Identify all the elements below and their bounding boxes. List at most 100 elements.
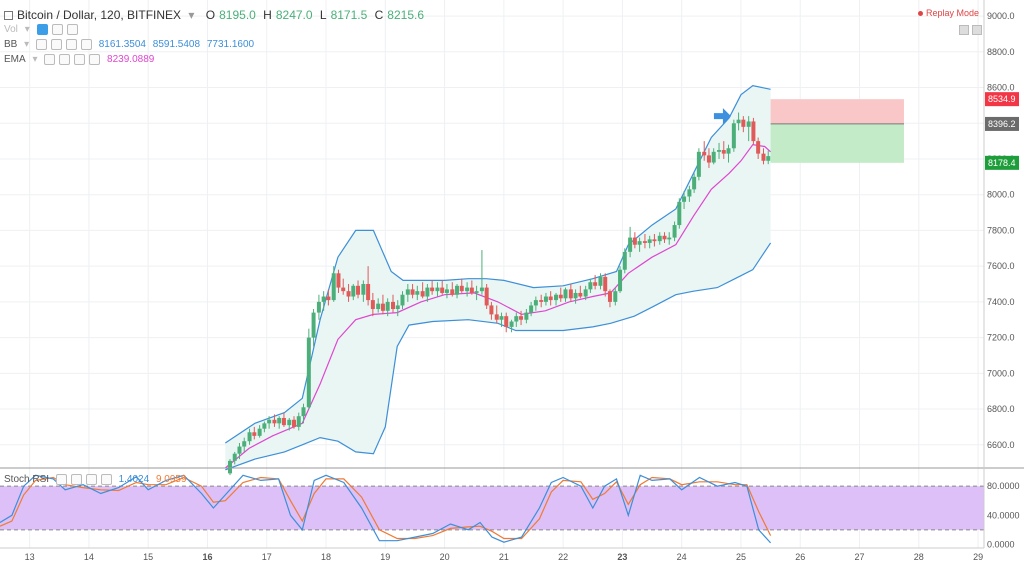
settings-icon[interactable] [59, 54, 71, 65]
stoch-band [0, 486, 984, 530]
candle-body [484, 287, 489, 306]
add-icon[interactable] [65, 39, 77, 50]
candle-body [391, 301, 396, 310]
dropdown-icon[interactable]: ▾ [188, 8, 195, 22]
candle-body [440, 287, 445, 293]
close-icon[interactable] [66, 24, 78, 35]
close-icon[interactable] [100, 474, 112, 485]
price-tick-label: 6600.0 [987, 440, 1015, 450]
eye-icon[interactable] [44, 54, 56, 65]
candle-body [524, 312, 529, 320]
eye-icon[interactable] [36, 24, 48, 35]
dropdown-icon[interactable]: ▾ [32, 54, 38, 66]
candle-body [717, 150, 722, 152]
bb-lower-line [225, 242, 772, 471]
replay-controls[interactable] [956, 22, 982, 40]
price-tick-label: 9000.0 [987, 11, 1015, 21]
stoch-tick-label: 80.0000 [987, 481, 1020, 491]
candle-body [331, 273, 336, 301]
arrow-icon [713, 108, 731, 125]
candle-body [479, 287, 484, 292]
candle-body [257, 428, 262, 436]
record-icon [917, 11, 923, 17]
candle-body [598, 276, 603, 286]
target-price-tag-bg [985, 155, 1019, 170]
time-tick-label: 16 [202, 552, 212, 562]
bb-area [225, 85, 771, 470]
entry-price-tag: 8396.2 [988, 119, 1016, 129]
candle-body [281, 417, 286, 426]
time-tick-label: 19 [380, 552, 390, 562]
stoch-d-value: 9.0959 [155, 474, 187, 486]
candle-body [267, 419, 272, 424]
candle-body [450, 289, 455, 295]
settings-icon[interactable] [50, 39, 62, 50]
candle-body [469, 287, 474, 293]
candle-body [499, 316, 504, 320]
add-icon[interactable] [74, 54, 86, 65]
candle-body [237, 446, 242, 454]
candle-body [761, 153, 766, 161]
eye-icon[interactable] [55, 474, 67, 485]
settings-icon[interactable] [70, 474, 82, 485]
candle-body [539, 300, 544, 302]
step-icon[interactable] [959, 25, 969, 35]
candle-body [603, 276, 608, 292]
replay-mode-button[interactable]: Replay Mode [917, 8, 979, 18]
candle-body [637, 241, 642, 245]
candle-body [756, 141, 761, 154]
candle-body [489, 305, 494, 315]
candle-body [632, 237, 637, 245]
candle-body [385, 301, 390, 311]
symbol-title: Bitcoin / Dollar, 120, BITFINEX [17, 8, 182, 22]
candle-body [336, 273, 341, 288]
candle-body [519, 316, 524, 320]
open-value: 8195.0 [219, 8, 256, 22]
candle-body [662, 235, 667, 240]
time-tick-label: 18 [321, 552, 331, 562]
dropdown-icon[interactable]: ▾ [24, 39, 30, 51]
candle-body [425, 287, 430, 297]
add-icon[interactable] [85, 474, 97, 485]
candle-body [351, 285, 356, 297]
price-tick-label: 7800.0 [987, 225, 1015, 235]
time-tick-label: 13 [25, 552, 35, 562]
low-value: 8171.5 [330, 8, 368, 22]
price-tick-label: 7000.0 [987, 368, 1015, 378]
candle-body [494, 314, 499, 320]
stoch-legend[interactable]: Stoch RSI 1.4024 9.0959 [4, 474, 191, 485]
candle-body [366, 284, 371, 301]
candle-body [232, 453, 237, 461]
time-tick-label: 20 [440, 552, 450, 562]
candle-body [455, 285, 460, 295]
candle-body [721, 150, 726, 154]
candle-body [533, 300, 538, 306]
eye-icon[interactable] [35, 39, 47, 50]
bb-legend[interactable]: BB ▾ 8161.3504 8591.5408 7731.1600 [4, 39, 258, 50]
symbol-header[interactable]: Bitcoin / Dollar, 120, BITFINEX ▾ O 8195.… [4, 8, 428, 22]
candle-body [262, 423, 267, 429]
bb-lower: 7731.1600 [206, 39, 255, 51]
ema-legend[interactable]: EMA ▾ 8239.0889 [4, 54, 158, 65]
step-icon[interactable] [972, 25, 982, 35]
grid-lines [0, 0, 984, 548]
candle-body [573, 292, 578, 299]
candle-body [405, 289, 410, 295]
candle-body [622, 251, 627, 270]
settings-icon[interactable] [51, 24, 63, 35]
collapse-icon[interactable] [4, 11, 13, 21]
entry-price-tag-bg [985, 116, 1019, 131]
close-icon[interactable] [89, 54, 101, 65]
vol-legend[interactable]: Vol ▾ [4, 24, 82, 35]
candle-body [430, 287, 435, 292]
time-tick-label: 15 [143, 552, 153, 562]
candle-body [420, 291, 425, 297]
vol-label: Vol [4, 24, 18, 36]
close-icon[interactable] [80, 39, 92, 50]
price-tick-label: 8000.0 [987, 190, 1015, 200]
ema-value: 8239.0889 [107, 54, 155, 66]
candle-body [301, 407, 306, 417]
dropdown-icon[interactable]: ▾ [24, 24, 30, 36]
